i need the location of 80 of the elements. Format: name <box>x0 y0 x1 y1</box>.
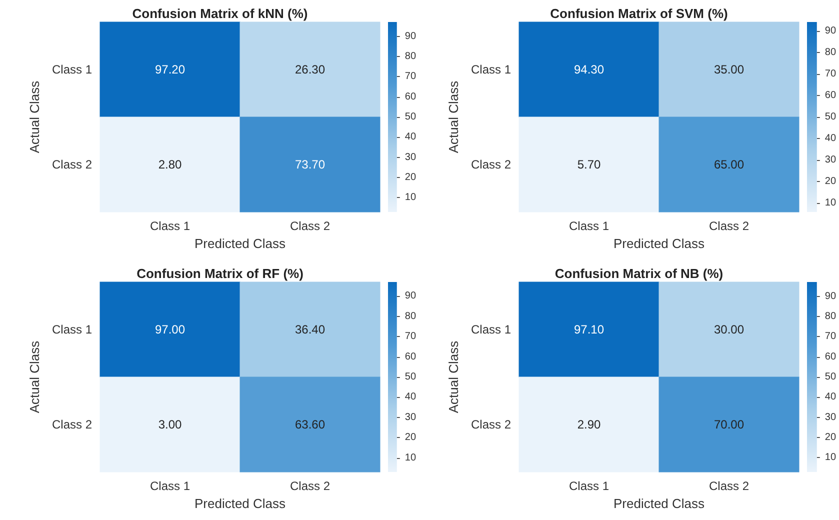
color-bar-label: 30 <box>404 152 416 163</box>
x-axis-title: Predicted Class <box>613 496 706 511</box>
x-tick-label: Class 2 <box>708 219 750 233</box>
data-label: 97.00 <box>154 322 186 336</box>
y-tick-label: Class 1 <box>470 62 512 76</box>
data-label: 26.30 <box>294 62 326 76</box>
x-tick-label: Class 1 <box>568 219 610 233</box>
color-bar-label: 60 <box>404 91 416 102</box>
color-bar-label: 50 <box>824 112 836 122</box>
y-axis-title: Actual Class <box>446 340 462 414</box>
x-axis-title: Predicted Class <box>613 236 706 251</box>
color-bar-label: 30 <box>824 154 836 166</box>
color-bar-label: 50 <box>824 372 836 382</box>
color-bar-label: 30 <box>824 412 836 423</box>
x-axis-title: Predicted Class <box>194 496 286 511</box>
color-bar-label: 90 <box>824 290 836 302</box>
color-bar-label: 10 <box>404 192 416 204</box>
data-label: 97.10 <box>574 322 604 336</box>
data-label: 73.70 <box>294 158 326 172</box>
color-bar-label: 60 <box>404 351 416 362</box>
x-tick-label: Class 2 <box>290 219 330 233</box>
color-bar-label: 20 <box>824 432 836 444</box>
color-bar-label: 90 <box>404 290 416 302</box>
x-axis-title: Predicted Class <box>194 236 286 251</box>
data-label: 63.60 <box>294 418 326 432</box>
y-axis-title: Actual Class <box>446 80 462 154</box>
x-tick-label: Class 1 <box>150 479 190 493</box>
color-bar-label: 20 <box>404 432 416 444</box>
data-label: 3.00 <box>158 418 182 432</box>
color-bar-label: 10 <box>824 452 836 464</box>
data-label: 2.80 <box>158 158 182 172</box>
x-tick-label: Class 2 <box>708 479 750 493</box>
color-bar-label: 40 <box>824 132 836 144</box>
chart-title: Confusion Matrix of RF (%) <box>136 266 304 281</box>
y-tick-label: Class 1 <box>52 62 92 76</box>
color-bar-label: 40 <box>824 392 836 403</box>
color-bar-label: 80 <box>404 51 416 62</box>
color-bar-label: 50 <box>404 372 416 382</box>
data-label: 36.40 <box>294 322 326 336</box>
data-label: 65.00 <box>714 158 744 172</box>
color-bar-label: 90 <box>824 26 836 37</box>
color-bar-label: 60 <box>824 351 836 362</box>
color-bar-label: 70 <box>404 331 416 342</box>
color-bar-label: 10 <box>404 452 416 464</box>
y-tick-label: Class 2 <box>52 418 92 432</box>
color-bar-label: 80 <box>824 310 836 322</box>
y-tick-label: Class 2 <box>470 158 512 172</box>
color-bar-label: 80 <box>404 310 416 322</box>
color-bar-label: 60 <box>824 90 836 102</box>
color-bar-label: 70 <box>404 71 416 82</box>
color-bar-label: 70 <box>824 68 836 80</box>
color-bar-label: 70 <box>824 331 836 342</box>
color-bar-label: 30 <box>404 412 416 423</box>
chart-title: Confusion Matrix of SVM (%) <box>550 6 728 21</box>
color-bar-label: 80 <box>824 47 836 58</box>
y-tick-label: Class 2 <box>470 418 512 432</box>
data-label: 2.90 <box>577 418 601 432</box>
data-label: 70.00 <box>714 418 744 432</box>
x-tick-label: Class 1 <box>568 479 610 493</box>
chart-title: Confusion Matrix of NB (%) <box>554 266 724 281</box>
color-bar-label: 10 <box>824 197 836 208</box>
x-tick-label: Class 1 <box>150 219 190 233</box>
color-bar-label: 40 <box>404 132 416 143</box>
color-bar-label: 90 <box>404 30 416 42</box>
color-bar-label: 50 <box>404 112 416 122</box>
data-label: 5.70 <box>577 158 601 172</box>
y-axis-title: Actual Class <box>27 80 42 154</box>
color-bar-label: 20 <box>404 172 416 183</box>
data-label: 30.00 <box>714 322 744 336</box>
color-bar-label: 40 <box>404 392 416 403</box>
data-label: 35.00 <box>714 62 744 76</box>
chart-title: Confusion Matrix of kNN (%) <box>132 6 308 21</box>
color-bar-label: 20 <box>824 176 836 187</box>
x-tick-label: Class 2 <box>290 479 330 493</box>
y-tick-label: Class 2 <box>52 158 92 172</box>
y-axis-title: Actual Class <box>27 340 42 414</box>
y-tick-label: Class 1 <box>470 322 512 336</box>
data-label: 97.20 <box>154 62 186 76</box>
y-tick-label: Class 1 <box>52 322 92 336</box>
data-label: 94.30 <box>574 62 604 76</box>
